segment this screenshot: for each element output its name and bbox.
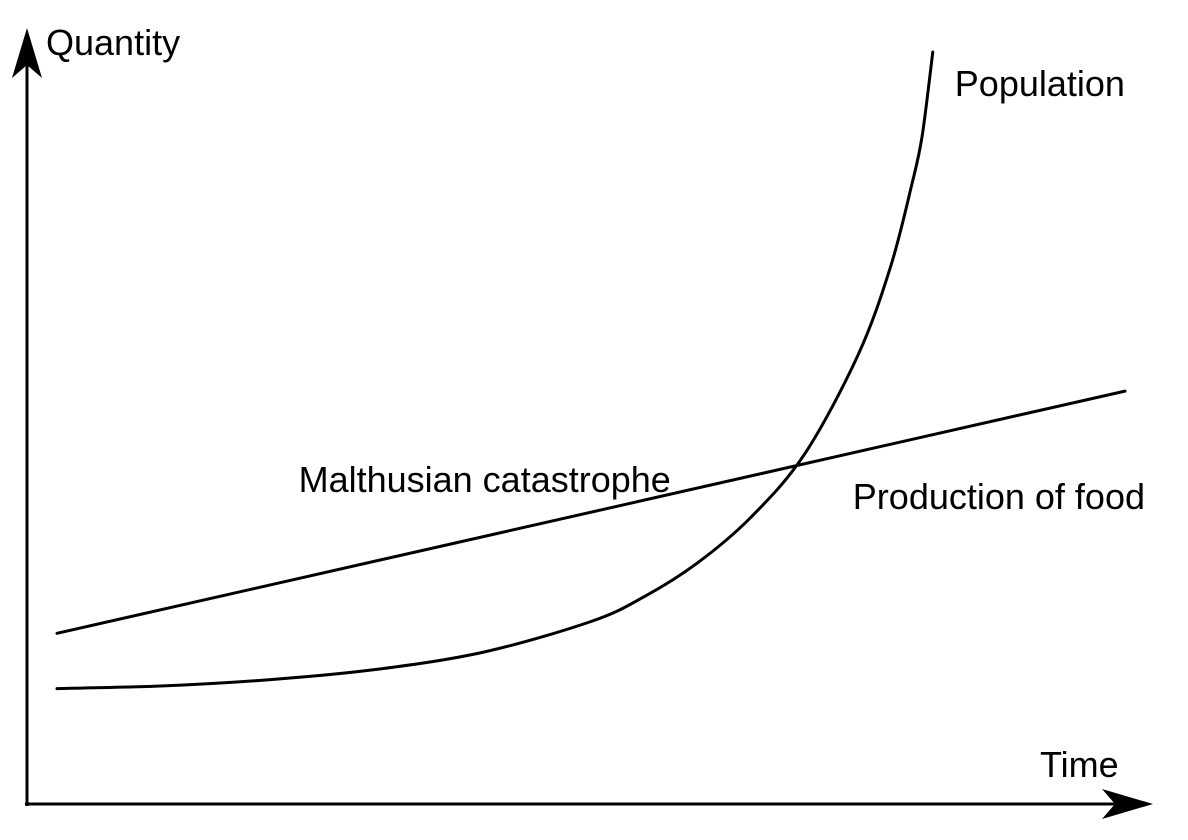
series-label-population: Population xyxy=(955,63,1125,104)
x-axis xyxy=(25,789,1153,819)
series-label-production-of-food: Production of food xyxy=(853,476,1145,517)
y-axis-arrowhead xyxy=(12,28,42,78)
series-line-population xyxy=(55,50,935,691)
y-axis-label: Quantity xyxy=(46,22,180,63)
label-layer: Population Production of food Malthusian c… xyxy=(299,63,1145,517)
series-line-production-of-food xyxy=(55,389,1127,635)
y-axis xyxy=(12,28,42,806)
x-axis-arrowhead xyxy=(1102,789,1153,819)
annotation-malthusian-catastrophe: Malthusian catastrophe xyxy=(299,459,671,500)
x-axis-label: Time xyxy=(1040,744,1119,785)
series-layer xyxy=(55,50,1127,691)
